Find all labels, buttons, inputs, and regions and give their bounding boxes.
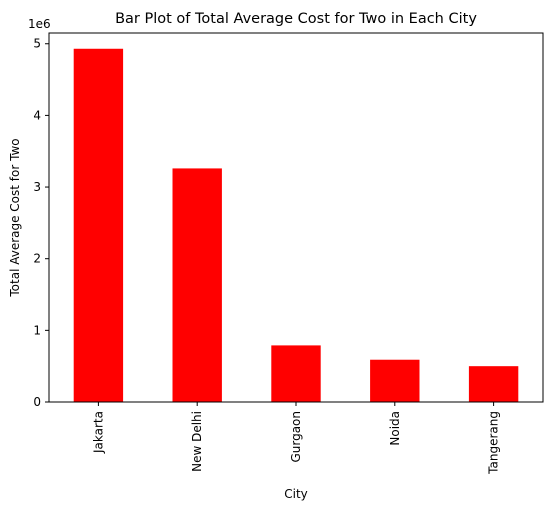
y-axis-label: Total Average Cost for Two <box>8 138 22 297</box>
y-tick-label: 0 <box>33 395 41 409</box>
y-tick-label: 4 <box>33 108 41 122</box>
chart-title: Bar Plot of Total Average Cost for Two i… <box>115 11 477 27</box>
y-ticks-group: 0 1 2 3 4 5 <box>33 37 49 409</box>
bar-tangerang <box>468 366 519 402</box>
plot-frame <box>48 32 544 403</box>
x-ticks-group: Jakarta New Delhi Gurgaon Noida Tangerang <box>91 402 501 475</box>
x-axis-label: City <box>284 487 308 501</box>
bar-jakarta <box>73 48 124 402</box>
bar-new-delhi <box>172 168 222 402</box>
y-offset-label: 1e6 <box>28 17 51 31</box>
x-tick-label: Noida <box>388 411 402 446</box>
x-tick-label: New Delhi <box>190 411 204 472</box>
y-tick-label: 1 <box>33 323 41 337</box>
x-tick-label: Jakarta <box>91 411 105 454</box>
bar-noida <box>370 359 420 402</box>
y-tick-label: 3 <box>33 180 41 194</box>
y-tick-label: 2 <box>33 252 41 266</box>
x-tick-label: Gurgaon <box>289 411 303 463</box>
x-tick-label: Tangerang <box>487 411 501 475</box>
bar-gurgaon <box>271 345 321 402</box>
bars-group <box>73 48 519 402</box>
y-tick-label: 5 <box>33 37 41 51</box>
